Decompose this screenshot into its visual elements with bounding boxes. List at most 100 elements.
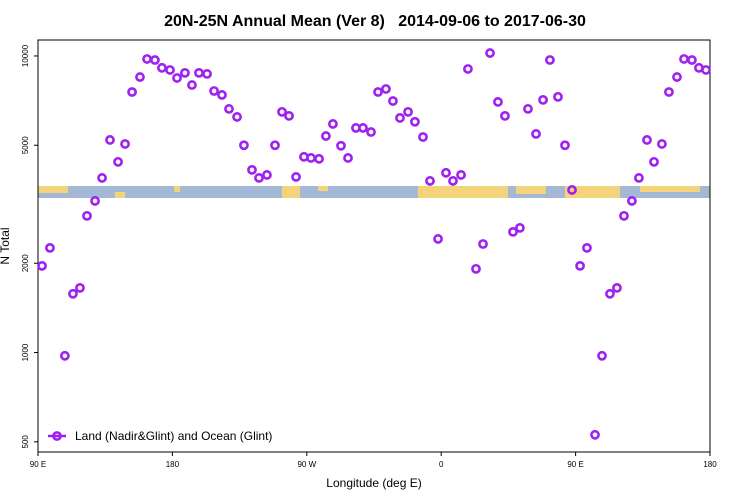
data-point (37, 260, 47, 271)
data-point (626, 196, 637, 206)
x-tick-label: 90 W (297, 460, 316, 469)
data-point (277, 106, 287, 117)
data-point (75, 282, 85, 293)
legend-label: Land (Nadir&Glint) and Ocean (Glint) (75, 429, 272, 443)
data-point (90, 196, 100, 206)
x-tick-label: 0 (439, 460, 444, 469)
data-point (343, 153, 353, 163)
y-axis-label: N Total (0, 227, 12, 264)
data-point (97, 173, 107, 183)
data-point (672, 72, 682, 82)
data-point (701, 65, 711, 75)
data-point (567, 185, 577, 195)
data-point (649, 156, 659, 167)
data-point (418, 132, 428, 142)
data-point (105, 135, 115, 145)
data-point (291, 172, 301, 182)
data-point (471, 263, 481, 274)
data-point (642, 135, 652, 145)
data-point (59, 350, 70, 361)
data-point (224, 104, 234, 114)
data-point (150, 55, 160, 65)
data-point (314, 153, 324, 164)
x-tick-label: 180 (703, 460, 717, 469)
data-point (687, 55, 697, 65)
y-tick-label: 10000 (21, 44, 30, 67)
y-tick-label: 1000 (21, 343, 30, 361)
data-point (441, 167, 451, 178)
data-point (358, 123, 368, 133)
data-point (463, 64, 473, 74)
data-point (605, 288, 615, 299)
data-point (553, 91, 563, 102)
data-point (425, 176, 435, 186)
data-point (270, 140, 280, 151)
x-tick-label: 90 E (30, 460, 46, 469)
data-point (45, 242, 55, 253)
data-point (456, 170, 466, 180)
data-point (395, 113, 405, 123)
data-point (508, 226, 518, 237)
data-point (523, 104, 533, 114)
data-point (254, 173, 264, 183)
data-point (538, 95, 548, 105)
data-point (68, 288, 78, 299)
data-point (410, 116, 420, 127)
data-point (366, 127, 376, 137)
data-point (381, 84, 391, 94)
data-point (478, 239, 488, 249)
data-point (217, 90, 227, 100)
data-point (194, 67, 204, 78)
data-point (336, 140, 346, 151)
data-point (373, 87, 383, 97)
data-point (597, 350, 607, 361)
data-point (493, 97, 503, 107)
data-point (634, 173, 644, 183)
x-tick-label: 90 E (567, 460, 583, 469)
data-point (531, 129, 541, 139)
map-strip (38, 186, 710, 198)
data-point (127, 87, 137, 97)
data-point (575, 260, 585, 271)
data-point (284, 110, 294, 121)
y-tick-label: 500 (21, 435, 30, 449)
data-point (232, 112, 242, 122)
plot-frame (37, 39, 711, 453)
data-point (448, 176, 458, 186)
data-point (262, 170, 272, 180)
data-point (247, 164, 257, 175)
data-point (135, 72, 145, 82)
data-point (514, 222, 525, 233)
x-tick-label: 180 (166, 460, 180, 469)
data-point (321, 131, 331, 141)
data-point (157, 62, 167, 73)
data-point (582, 242, 592, 253)
data-point (545, 55, 555, 65)
data-point (82, 210, 92, 221)
data-point (403, 106, 413, 117)
data-point (187, 80, 197, 90)
data-point (239, 140, 249, 151)
data-point (619, 210, 629, 221)
data-point (388, 96, 398, 106)
chart-title: 20N-25N Annual Mean (Ver 8) 2014-09-06 t… (164, 13, 586, 30)
data-point (500, 110, 510, 121)
data-point (560, 140, 570, 151)
data-point (113, 156, 123, 167)
data-point (664, 87, 674, 97)
data-point (180, 67, 190, 78)
data-point (485, 48, 495, 58)
y-tick-label: 2000 (21, 254, 30, 272)
data-point (612, 282, 622, 293)
data-point (679, 54, 689, 64)
data-point (209, 86, 219, 96)
x-axis-label: Longitude (deg E) (326, 476, 421, 490)
data-point (433, 234, 443, 244)
data-point (306, 153, 316, 163)
data-point (657, 139, 667, 149)
legend-marker (52, 431, 62, 441)
data-point (165, 65, 175, 75)
data-point (328, 119, 338, 129)
data-point (202, 69, 212, 79)
